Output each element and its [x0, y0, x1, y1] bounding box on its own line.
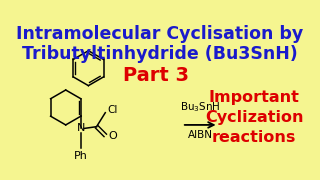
Text: O: O [108, 131, 117, 141]
Text: Bu$_3$SnH: Bu$_3$SnH [180, 101, 220, 114]
Text: Cl: Cl [107, 105, 117, 115]
Text: Important: Important [209, 90, 300, 105]
Text: Tributyltinhydride (Bu3SnH): Tributyltinhydride (Bu3SnH) [22, 45, 298, 63]
Text: Intramolecular Cyclisation by: Intramolecular Cyclisation by [16, 25, 304, 43]
Text: Ph: Ph [74, 151, 88, 161]
Text: AIBN: AIBN [188, 130, 213, 140]
Text: N: N [77, 123, 85, 133]
Text: Part 3: Part 3 [123, 66, 188, 86]
Text: Cyclization: Cyclization [205, 110, 304, 125]
Text: reactions: reactions [212, 130, 296, 145]
